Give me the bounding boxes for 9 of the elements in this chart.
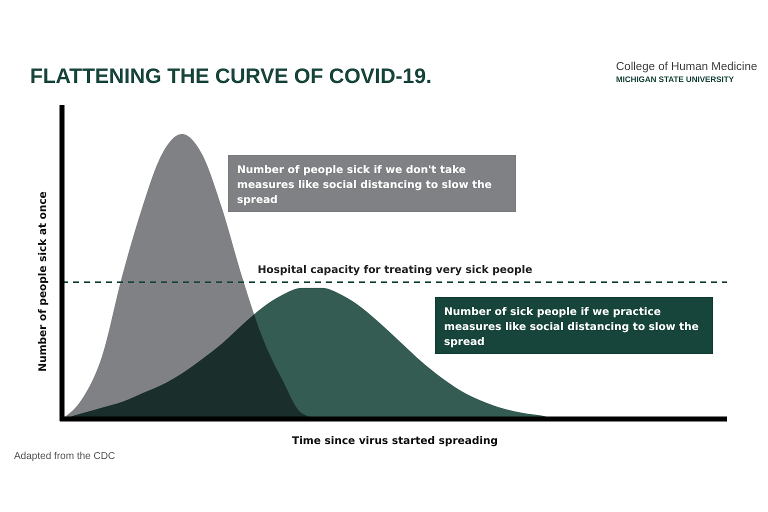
- y-axis-title: Number of people sick at once: [37, 191, 49, 372]
- chart-title: FLATTENING THE CURVE OF COVID-19.: [30, 65, 432, 88]
- ref-line-label: Hospital capacity for treating very sick people: [258, 264, 532, 276]
- text: Number of sick people if we practice measures like social distancing to slow the spread: [444, 306, 699, 348]
- series-label: Number of people sick if we don't take measures like social distancing to slow the spread: [237, 164, 492, 206]
- text: MICHIGAN STATE UNIVERSITY: [616, 75, 735, 84]
- text: Adapted from the CDC: [14, 451, 116, 462]
- text: College of Human Medicine: [616, 61, 758, 73]
- x-axis-title: Time since virus started spreading: [292, 435, 498, 447]
